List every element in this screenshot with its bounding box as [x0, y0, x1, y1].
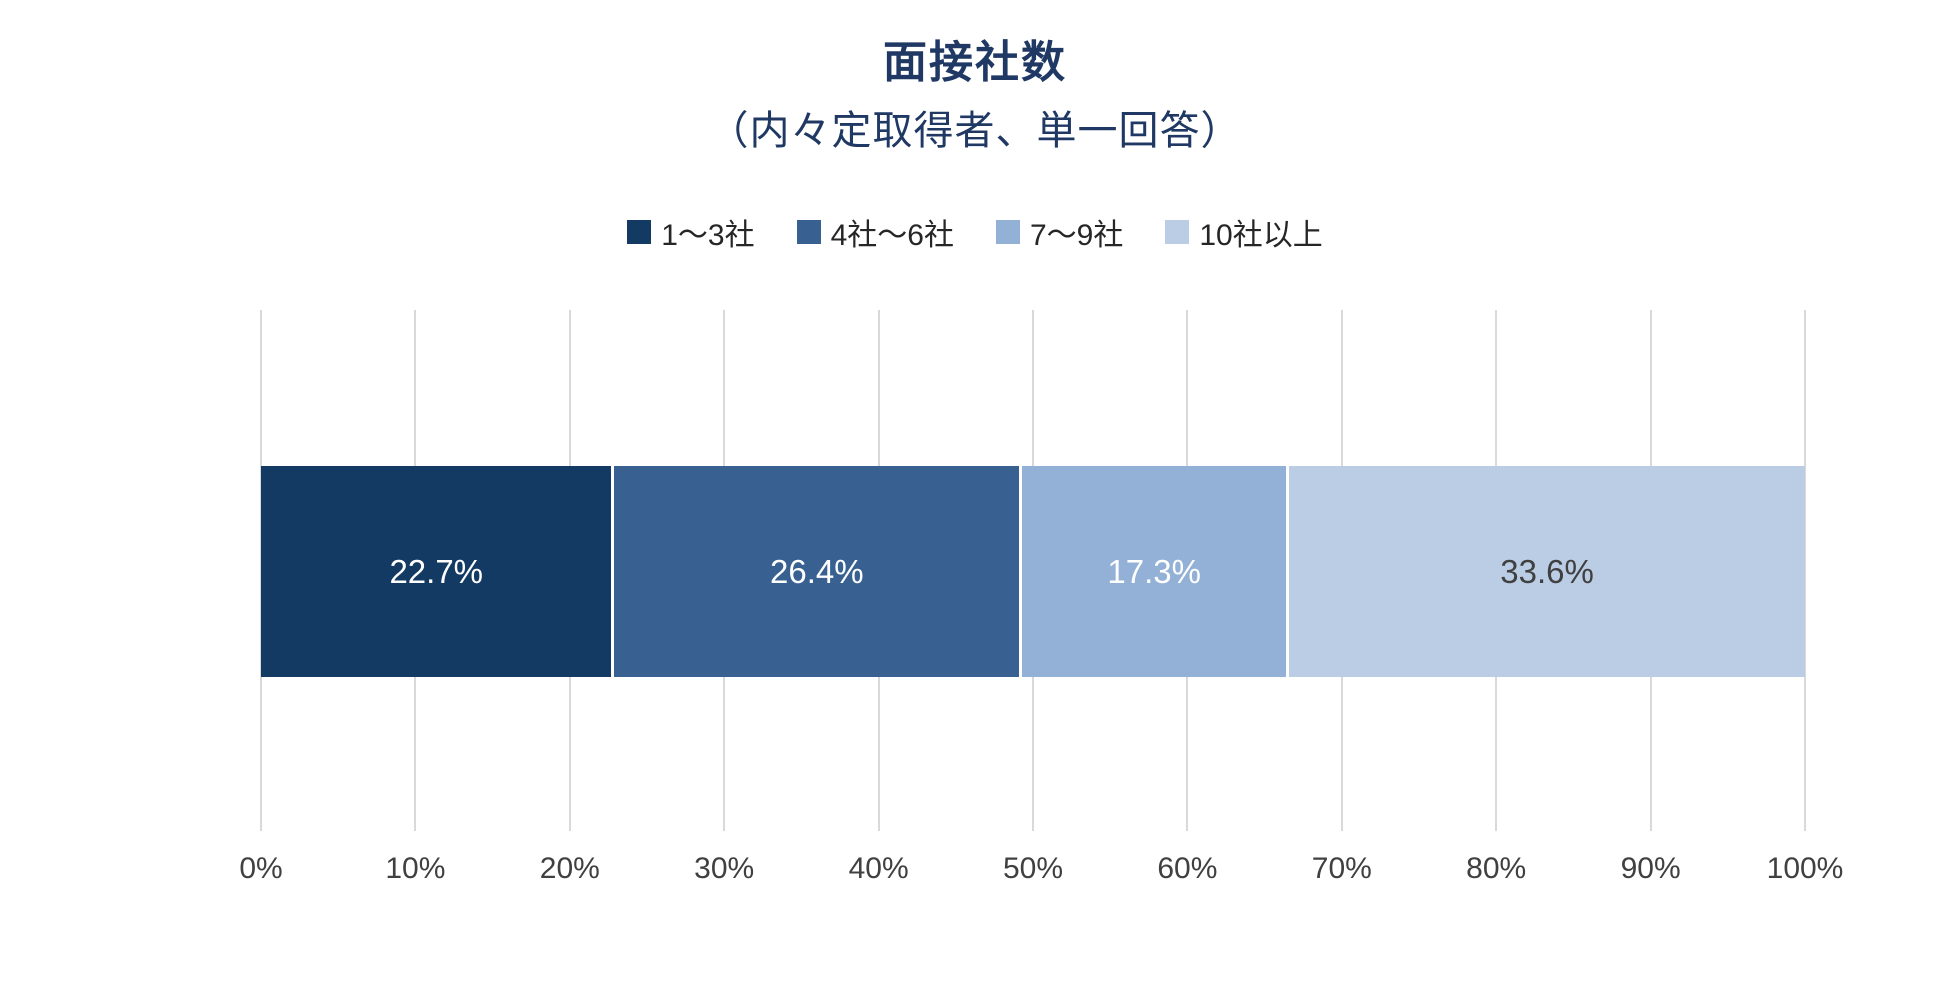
legend-swatch: [627, 220, 652, 244]
bar-segment: 33.6%: [1286, 466, 1805, 677]
chart-subtitle: （内々定取得者、単一回答）: [708, 109, 1242, 153]
legend: 1〜3社 4社〜6社 7〜9社 10社以上: [0, 210, 1950, 254]
legend-label: 4社〜6社: [830, 219, 954, 252]
legend-label: 10社以上: [1199, 219, 1323, 252]
x-tick-label: 90%: [1620, 852, 1681, 885]
x-tick-label: 10%: [385, 852, 446, 885]
bar-segment: 26.4%: [611, 466, 1020, 677]
data-label: 17.3%: [1107, 552, 1201, 590]
x-tick-label: 100%: [1766, 852, 1844, 885]
bar-segment: 17.3%: [1019, 466, 1287, 677]
legend-swatch: [996, 220, 1020, 244]
legend-item: 7〜9社: [996, 210, 1123, 254]
x-tick-label: 50%: [1002, 852, 1064, 885]
legend-item: 1〜3社: [627, 210, 755, 254]
x-tick-label: 0%: [239, 852, 283, 885]
legend-swatch: [1165, 220, 1190, 244]
legend-item: 10社以上: [1165, 210, 1323, 254]
x-tick-label: 30%: [694, 852, 755, 885]
x-tick-label: 40%: [848, 852, 909, 885]
legend-swatch: [796, 220, 821, 244]
x-tick-label: 20%: [539, 852, 600, 885]
x-tick-label: 80%: [1466, 852, 1527, 885]
chart-title: 面接社数: [883, 38, 1067, 87]
plot-area: 22.7% 26.4% 17.3% 33.6%: [260, 310, 1806, 831]
legend-label: 1〜3社: [661, 219, 755, 252]
data-label: 33.6%: [1500, 552, 1594, 590]
legend-label: 7〜9社: [1030, 219, 1124, 252]
x-tick-label: 70%: [1311, 852, 1372, 885]
gridline: [1804, 310, 1806, 831]
data-label: 22.7%: [389, 552, 484, 590]
bar-segment: 22.7%: [261, 466, 612, 677]
x-tick-label: 60%: [1157, 852, 1218, 885]
stacked-bar: 22.7% 26.4% 17.3% 33.6%: [261, 466, 1805, 677]
legend-item: 4社〜6社: [796, 210, 954, 254]
data-label: 26.4%: [770, 552, 864, 590]
x-axis: 0% 10% 20% 30% 40% 50% 60% 70% 80% 90% 100%: [239, 852, 1843, 892]
